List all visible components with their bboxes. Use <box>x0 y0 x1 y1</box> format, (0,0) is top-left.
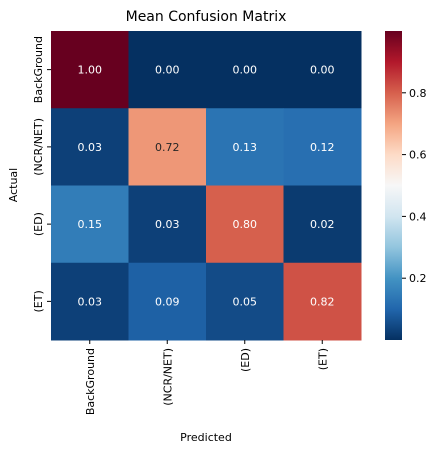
cell-value-label: 0.03 <box>78 141 103 154</box>
y-tick-label: BackGround <box>32 36 45 103</box>
heatmap-cell <box>283 185 362 264</box>
chart-title: Mean Confusion Matrix <box>126 9 287 25</box>
cell-value-label: 0.00 <box>233 64 258 77</box>
cell-value-label: 0.15 <box>78 218 103 231</box>
heatmap-cell <box>128 262 207 341</box>
y-axis-ticks: BackGround (NCR/NET) (ED) (ET) <box>32 36 51 313</box>
x-axis-label: Predicted <box>180 431 232 444</box>
heatmap-cell <box>283 31 362 109</box>
colorbar-tick-label: 0.6 <box>409 149 427 162</box>
heatmap-cell <box>128 108 207 186</box>
y-axis-label: Actual <box>7 168 20 202</box>
colorbar-tick-label: 0.4 <box>409 210 427 223</box>
heatmap-cell <box>51 185 129 264</box>
y-tick-label: (NCR/NET) <box>32 118 45 176</box>
heatmap-cell <box>206 185 284 264</box>
cell-value-label: 0.00 <box>310 64 335 77</box>
heatmap-cell <box>283 108 362 186</box>
cell-value-label: 0.09 <box>155 295 180 308</box>
colorbar <box>385 31 402 340</box>
cell-value-label: 0.82 <box>310 295 335 308</box>
heatmap-cells: 1.00 0.00 0.00 0.00 0.03 0.72 0.13 0.12 0.15 0.03… <box>51 31 362 341</box>
y-tick-label: (ET) <box>32 290 45 312</box>
cell-value-label: 0.02 <box>310 218 335 231</box>
cell-value-label: 0.03 <box>78 295 103 308</box>
heatmap-cell <box>206 31 284 109</box>
heatmap-cell <box>51 108 129 186</box>
heatmap-cell <box>128 185 207 264</box>
x-tick-label: (ED) <box>239 348 252 372</box>
x-tick-label: BackGround <box>84 348 97 415</box>
cell-value-label: 0.12 <box>310 141 335 154</box>
cell-value-label: 1.00 <box>78 64 103 77</box>
heatmap-cell <box>51 31 129 109</box>
colorbar-tick-label: 0.2 <box>409 272 427 285</box>
heatmap-cell <box>128 31 207 109</box>
x-tick-label: (ET) <box>316 348 329 370</box>
x-tick-label: (NCR/NET) <box>161 348 174 406</box>
heatmap-cell <box>206 108 284 186</box>
heatmap-cell <box>283 262 362 341</box>
heatmap-cell <box>51 262 129 341</box>
colorbar-ticks: 0.2 0.4 0.6 0.8 <box>402 87 427 285</box>
cell-value-label: 0.00 <box>155 64 180 77</box>
colorbar-tick-label: 0.8 <box>409 87 427 100</box>
x-axis-ticks: BackGround (NCR/NET) (ED) (ET) <box>84 340 329 415</box>
cell-value-label: 0.80 <box>233 218 258 231</box>
cell-value-label: 0.05 <box>233 295 258 308</box>
cell-value-label: 0.03 <box>155 218 180 231</box>
cell-value-label: 0.72 <box>155 141 180 154</box>
y-tick-label: (ED) <box>32 212 45 236</box>
cell-value-label: 0.13 <box>233 141 258 154</box>
heatmap-cell <box>206 262 284 341</box>
